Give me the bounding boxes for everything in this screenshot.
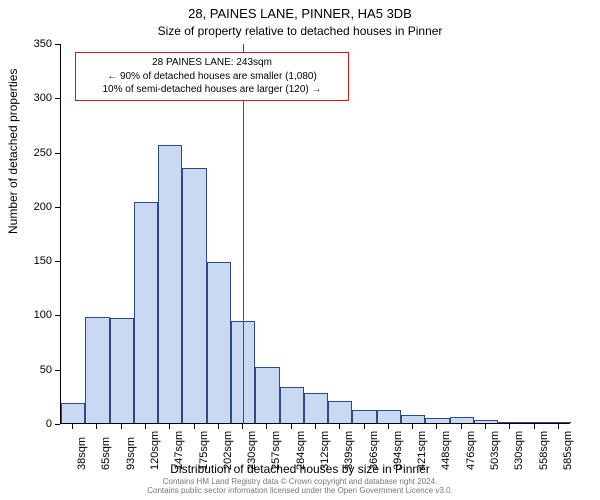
x-tick-mark bbox=[534, 424, 535, 429]
y-tick-mark bbox=[55, 153, 60, 154]
y-tick-label: 50 bbox=[12, 364, 52, 376]
footer-text: Contains HM Land Registry data © Crown c… bbox=[0, 477, 600, 496]
annotation-line2: ← 90% of detached houses are smaller (1,… bbox=[84, 70, 340, 84]
bar bbox=[182, 168, 206, 423]
y-tick-label: 350 bbox=[12, 38, 52, 50]
x-tick-mark bbox=[96, 424, 97, 429]
bar bbox=[352, 410, 376, 423]
y-tick-mark bbox=[55, 315, 60, 316]
footer-line1: Contains HM Land Registry data © Crown c… bbox=[0, 477, 600, 487]
y-tick-mark bbox=[55, 44, 60, 45]
y-tick-label: 100 bbox=[12, 309, 52, 321]
bar bbox=[547, 422, 571, 423]
bars-layer bbox=[61, 44, 570, 423]
footer-line2: Contains public sector information licen… bbox=[0, 486, 600, 496]
x-tick-mark bbox=[558, 424, 559, 429]
chart-title: 28, PAINES LANE, PINNER, HA5 3DB bbox=[0, 6, 600, 21]
x-tick-mark bbox=[194, 424, 195, 429]
x-tick-mark bbox=[145, 424, 146, 429]
x-tick-mark bbox=[218, 424, 219, 429]
x-tick-mark bbox=[72, 424, 73, 429]
x-tick-mark bbox=[364, 424, 365, 429]
y-tick-label: 150 bbox=[12, 255, 52, 267]
bar bbox=[498, 422, 522, 423]
y-tick-mark bbox=[55, 424, 60, 425]
chart-subtitle: Size of property relative to detached ho… bbox=[0, 24, 600, 38]
bar bbox=[401, 415, 425, 423]
x-tick-mark bbox=[485, 424, 486, 429]
bar bbox=[522, 422, 546, 423]
y-tick-mark bbox=[55, 207, 60, 208]
y-tick-label: 0 bbox=[12, 418, 52, 430]
bar bbox=[474, 420, 498, 423]
y-tick-label: 200 bbox=[12, 201, 52, 213]
x-axis-label: Distribution of detached houses by size … bbox=[0, 462, 600, 476]
x-tick-mark bbox=[266, 424, 267, 429]
chart-container: 28, PAINES LANE, PINNER, HA5 3DB Size of… bbox=[0, 0, 600, 500]
bar bbox=[85, 317, 109, 423]
x-tick-mark bbox=[509, 424, 510, 429]
bar bbox=[110, 318, 134, 423]
bar bbox=[280, 387, 304, 423]
bar bbox=[61, 403, 85, 423]
x-tick-mark bbox=[339, 424, 340, 429]
bar bbox=[255, 367, 279, 423]
x-tick-mark bbox=[242, 424, 243, 429]
x-tick-mark bbox=[461, 424, 462, 429]
bar bbox=[425, 418, 449, 423]
x-tick-mark bbox=[388, 424, 389, 429]
bar bbox=[450, 417, 474, 424]
x-tick-mark bbox=[121, 424, 122, 429]
x-tick-mark bbox=[315, 424, 316, 429]
bar bbox=[134, 202, 158, 423]
annotation-box: 28 PAINES LANE: 243sqm ← 90% of detached… bbox=[75, 52, 349, 101]
y-tick-label: 300 bbox=[12, 92, 52, 104]
y-tick-mark bbox=[55, 370, 60, 371]
bar bbox=[377, 410, 401, 423]
x-tick-mark bbox=[412, 424, 413, 429]
annotation-line3: 10% of semi-detached houses are larger (… bbox=[84, 83, 340, 97]
bar bbox=[304, 393, 328, 423]
x-tick-mark bbox=[291, 424, 292, 429]
x-tick-mark bbox=[169, 424, 170, 429]
x-tick-mark bbox=[436, 424, 437, 429]
reference-line bbox=[243, 44, 244, 423]
bar bbox=[328, 401, 352, 423]
plot-area bbox=[60, 44, 570, 424]
y-tick-mark bbox=[55, 98, 60, 99]
y-tick-label: 250 bbox=[12, 147, 52, 159]
bar bbox=[158, 145, 182, 423]
annotation-line1: 28 PAINES LANE: 243sqm bbox=[84, 56, 340, 70]
bar bbox=[207, 262, 231, 423]
y-tick-mark bbox=[55, 261, 60, 262]
